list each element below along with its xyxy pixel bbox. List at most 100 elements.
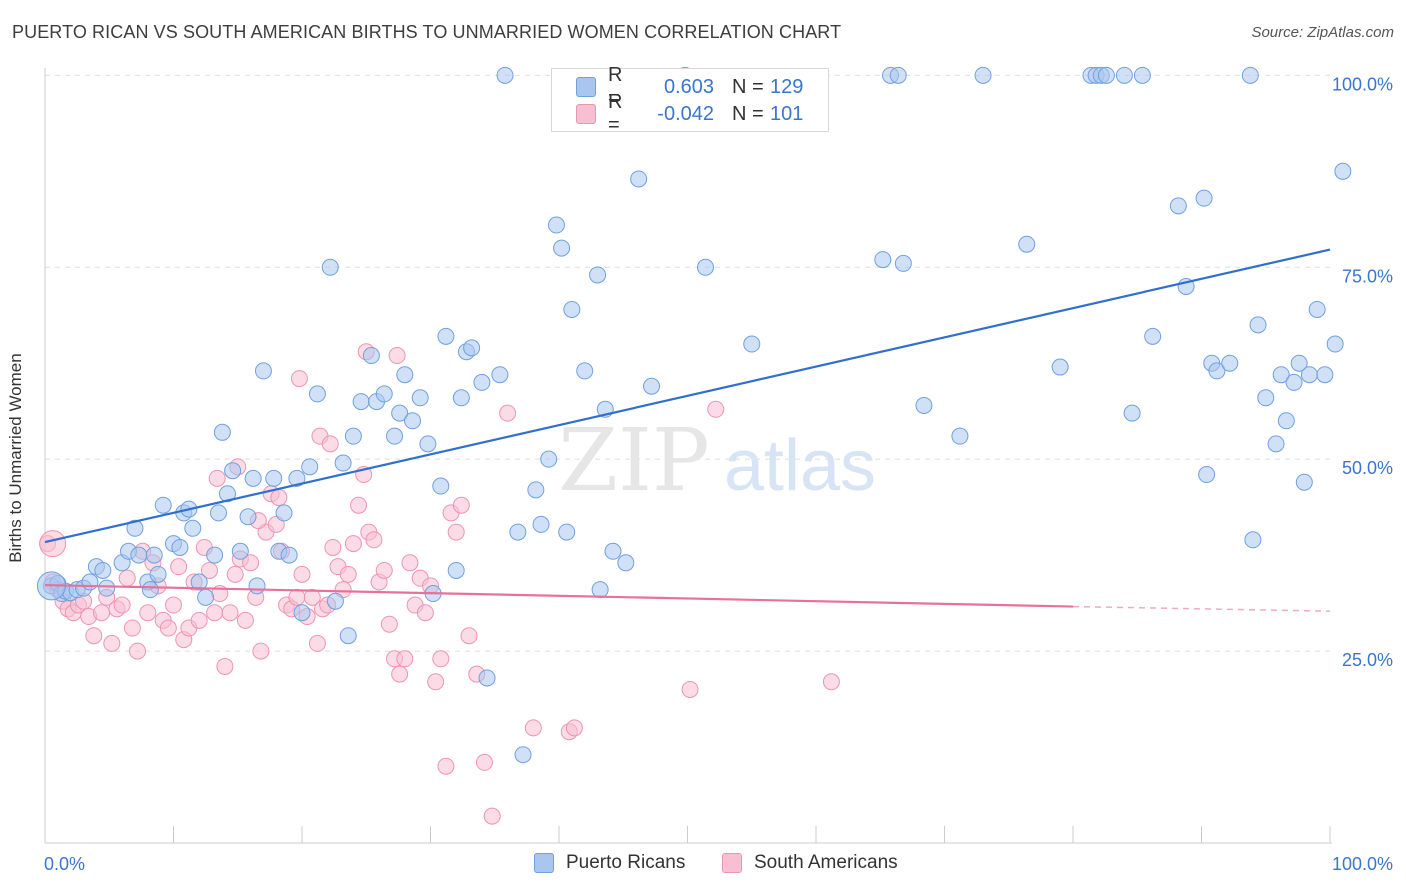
puerto-ricans-point [209, 504, 227, 522]
legend-r-value: 0.603 [663, 75, 714, 98]
puerto-ricans-point [889, 66, 907, 84]
puerto-ricans-point [1097, 66, 1115, 84]
puerto-ricans-point [1257, 389, 1275, 407]
puerto-ricans-point [344, 427, 362, 445]
puerto-ricans-point [491, 366, 509, 384]
south-americans-point [324, 538, 342, 556]
puerto-ricans-point [308, 385, 326, 403]
south-americans-point [375, 561, 393, 579]
correlation-legend: R = 0.603 N = 129 R = -0.042 N = 101 [551, 64, 829, 136]
puerto-ricans-point [386, 427, 404, 445]
south-americans-point [416, 604, 434, 622]
legend-row-puerto-ricans: R = 0.603 N = 129 [576, 64, 804, 109]
puerto-ricans-point [1123, 404, 1141, 422]
puerto-ricans-points [36, 66, 1352, 764]
puerto-ricans-point [604, 542, 622, 560]
puerto-ricans-point [915, 396, 933, 414]
watermark-atlas: atlas [724, 426, 876, 506]
south-americans-point [226, 565, 244, 583]
south-americans-point [242, 554, 260, 572]
south-americans-point [252, 642, 270, 660]
y-tick-label: 75.0% [1342, 266, 1393, 286]
legend-r-label: R = [608, 91, 623, 136]
south-americans-point [452, 496, 470, 514]
south-americans-point [321, 435, 339, 453]
legend-n-value: 129 [770, 75, 804, 98]
puerto-ricans-point [280, 546, 298, 564]
y-tick-label: 50.0% [1342, 458, 1393, 478]
south-americans-point [344, 535, 362, 553]
puerto-ricans-point [540, 450, 558, 468]
south-americans-point [190, 611, 208, 629]
south-americans-point [432, 650, 450, 668]
puerto-ricans-point [244, 469, 262, 487]
south-americans-point [270, 489, 288, 507]
south-americans-point [380, 615, 398, 633]
puerto-ricans-point [98, 579, 116, 597]
puerto-ricans-point [1244, 531, 1262, 549]
south-americans-points [39, 343, 840, 825]
puerto-ricans-point [447, 561, 465, 579]
puerto-ricans-point [478, 669, 496, 687]
south-americans-point [288, 588, 306, 606]
south-americans-point [437, 757, 455, 775]
puerto-ricans-point [301, 458, 319, 476]
south-americans-point [216, 657, 234, 675]
puerto-ricans-point [171, 538, 189, 556]
south-americans-point [200, 561, 218, 579]
puerto-ricans-point [894, 254, 912, 272]
south-americans-point [85, 627, 103, 645]
puerto-ricans-point [141, 581, 159, 599]
puerto-ricans-point [254, 362, 272, 380]
puerto-ricans-point [206, 546, 224, 564]
puerto-ricans-point [1300, 366, 1318, 384]
puerto-ricans-point [696, 258, 714, 276]
south-americans-point [483, 807, 501, 825]
puerto-ricans-point [154, 496, 172, 514]
puerto-ricans-point [437, 327, 455, 345]
puerto-ricans-point [452, 389, 470, 407]
puerto-ricans-point [1221, 354, 1239, 372]
puerto-ricans-point [558, 523, 576, 541]
puerto-ricans-point [1198, 466, 1216, 484]
legend-r-value: -0.042 [657, 102, 714, 125]
puerto-ricans-point [1051, 358, 1069, 376]
south-americans-point [103, 634, 121, 652]
puerto-ricans-point [974, 66, 992, 84]
puerto-ricans-point [509, 523, 527, 541]
puerto-ricans-point [591, 581, 609, 599]
puerto-ricans-point [326, 592, 344, 610]
south-americans-point [475, 753, 493, 771]
pink-swatch-icon [722, 853, 742, 873]
legend-n-value: 101 [770, 102, 804, 125]
south-americans-point [123, 619, 141, 637]
south-americans-point [339, 565, 357, 583]
legend-item-puerto-ricans[interactable]: Puerto Ricans [534, 852, 685, 874]
legend-row-south-americans: R = -0.042 N = 101 [576, 91, 804, 136]
puerto-ricans-point [265, 469, 283, 487]
puerto-ricans-point [190, 573, 208, 591]
puerto-ricans-point [553, 239, 571, 257]
puerto-ricans-point [1277, 412, 1295, 430]
puerto-ricans-point [126, 519, 144, 537]
puerto-ricans-point [1316, 366, 1334, 384]
puerto-ricans-point [617, 554, 635, 572]
source-label: Source: ZipAtlas.com [1251, 24, 1394, 41]
puerto-ricans-point [334, 454, 352, 472]
x-tick-label: 0.0% [44, 854, 85, 874]
puerto-ricans-point [231, 542, 249, 560]
puerto-ricans-point [130, 546, 148, 564]
puerto-ricans-point [352, 393, 370, 411]
puerto-ricans-point [213, 423, 231, 441]
legend-item-south-americans[interactable]: South Americans [722, 852, 898, 874]
puerto-ricans-point [527, 481, 545, 499]
x-tick-label: 100.0% [1332, 854, 1393, 874]
puerto-ricans-point [743, 335, 761, 353]
puerto-ricans-point [1169, 197, 1187, 215]
pink-swatch-icon [576, 104, 596, 124]
south-americans-point [681, 680, 699, 698]
puerto-ricans-trend-line [44, 248, 1331, 544]
south-americans-point [707, 400, 725, 418]
puerto-ricans-point [248, 577, 266, 595]
puerto-ricans-point [563, 300, 581, 318]
